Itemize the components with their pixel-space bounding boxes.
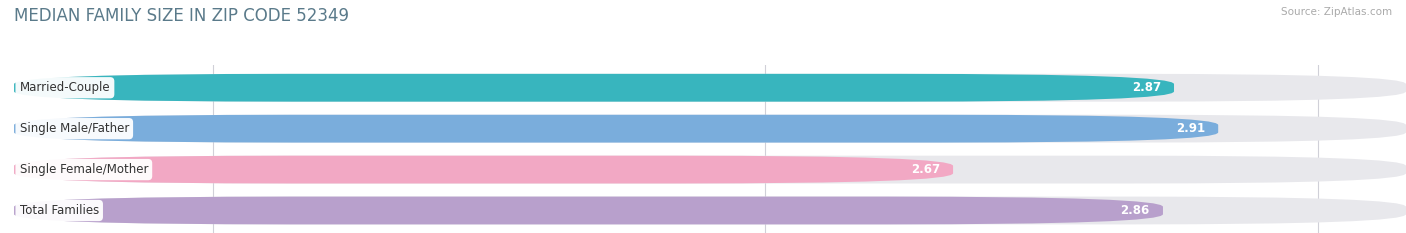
FancyBboxPatch shape [14,115,1218,143]
FancyBboxPatch shape [14,115,1406,143]
FancyBboxPatch shape [14,74,1174,102]
Text: 2.86: 2.86 [1121,204,1150,217]
FancyBboxPatch shape [14,156,953,184]
Text: 2.87: 2.87 [1132,81,1161,94]
FancyBboxPatch shape [14,197,1163,224]
Text: 2.91: 2.91 [1175,122,1205,135]
FancyBboxPatch shape [14,156,1406,184]
Text: Source: ZipAtlas.com: Source: ZipAtlas.com [1281,7,1392,17]
Text: MEDIAN FAMILY SIZE IN ZIP CODE 52349: MEDIAN FAMILY SIZE IN ZIP CODE 52349 [14,7,349,25]
FancyBboxPatch shape [14,74,1406,102]
Text: Single Female/Mother: Single Female/Mother [20,163,148,176]
Text: 2.67: 2.67 [911,163,939,176]
Text: Single Male/Father: Single Male/Father [20,122,129,135]
FancyBboxPatch shape [14,197,1406,224]
Text: Married-Couple: Married-Couple [20,81,110,94]
Text: Total Families: Total Families [20,204,98,217]
